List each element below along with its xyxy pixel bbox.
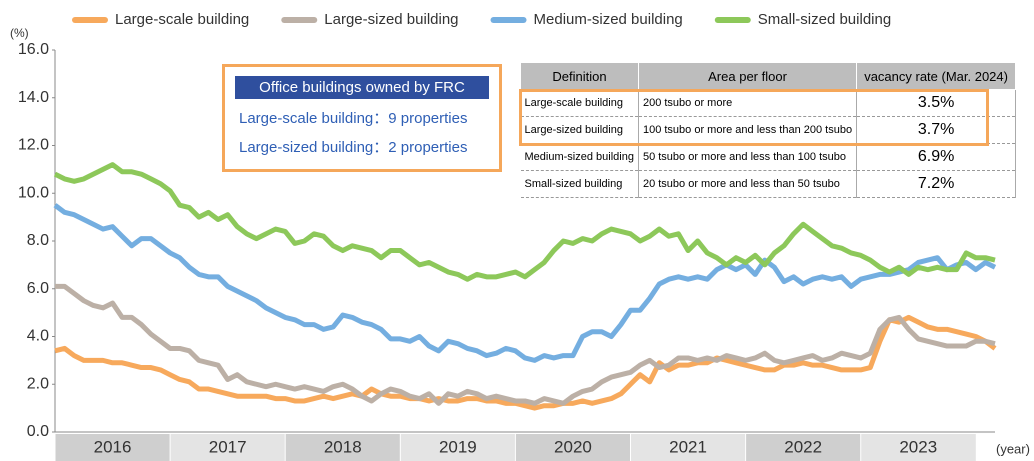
year-band xyxy=(860,434,976,461)
y-axis-label: (%) xyxy=(10,26,29,40)
x-axis-label: (year) xyxy=(996,441,1030,456)
legend-label: Large-scale building xyxy=(115,11,249,28)
table-cell: 200 tsubo or more xyxy=(638,89,858,117)
x-tick-label: 2016 xyxy=(94,437,132,456)
table-row: Small-sized building 20 tsubo or more and… xyxy=(520,170,1017,198)
year-band xyxy=(515,434,631,461)
callout-title: Office buildings owned by FRC xyxy=(235,76,489,99)
legend-label: Medium-sized building xyxy=(534,11,683,28)
legend-label: Small-sized building xyxy=(758,11,891,28)
y-tick-label: 16.0 xyxy=(18,41,49,58)
callout: Office buildings owned by FRC Large-scal… xyxy=(222,64,502,172)
series-line xyxy=(55,283,996,406)
table-row: Large-scale building 200 tsubo or more 3.5… xyxy=(520,89,1017,117)
table-cell: Large-sized building xyxy=(520,116,639,144)
table-cell: 100 tsubo or more and less than 200 tsub… xyxy=(638,116,858,144)
y-tick-label: 2.0 xyxy=(27,375,49,392)
column-header: Definition xyxy=(520,62,639,90)
x-tick-label: 2017 xyxy=(209,437,247,456)
year-band xyxy=(400,434,516,461)
table-cell: 7.2% xyxy=(856,170,1017,198)
x-tick-label: 2020 xyxy=(554,437,592,456)
table-row: Large-sized building 100 tsubo or more an… xyxy=(520,116,1017,144)
series-line xyxy=(54,314,997,411)
year-band xyxy=(630,434,746,461)
y-tick-label: 10.0 xyxy=(18,184,49,201)
x-tick-label: 2022 xyxy=(784,437,822,456)
y-tick-label: 4.0 xyxy=(27,328,49,345)
y-tick-label: 14.0 xyxy=(18,89,49,106)
y-tick-label: 8.0 xyxy=(27,232,49,249)
table-cell: Medium-sized building xyxy=(520,143,639,171)
table-cell: 3.5% xyxy=(856,89,1017,117)
table-cell: Small-sized building xyxy=(520,170,639,198)
x-tick-label: 2018 xyxy=(324,437,362,456)
callout-line: Large-scale building：9 properties xyxy=(239,110,468,127)
table-cell: 50 tsubo or more and less than 100 tsubo xyxy=(638,143,858,171)
year-band xyxy=(745,434,861,461)
y-tick-label: 12.0 xyxy=(18,137,49,154)
callout-line: Large-sized building：2 properties xyxy=(239,139,468,156)
year-band xyxy=(170,434,286,461)
table-cell: 6.9% xyxy=(856,143,1017,171)
x-tick-label: 2019 xyxy=(439,437,477,456)
legend-label: Large-sized building xyxy=(324,11,458,28)
table-cell: Large-scale building xyxy=(520,89,639,117)
table-row: Medium-sized building 50 tsubo or more an… xyxy=(520,143,1017,171)
table-cell: 3.7% xyxy=(856,116,1017,144)
series-line xyxy=(53,162,996,282)
table-cell: 20 tsubo or more and less than 50 tsubo xyxy=(638,170,858,198)
y-tick-label: 0.0 xyxy=(27,423,49,440)
column-header: vacancy rate (Mar. 2024) xyxy=(856,62,1017,90)
column-header: Area per floor xyxy=(637,62,858,90)
series-line xyxy=(53,203,997,363)
y-tick-label: 6.0 xyxy=(27,280,49,297)
year-band xyxy=(285,434,401,461)
definition-table: Definition Area per floor vacancy rate (Ma… xyxy=(520,62,1017,198)
x-tick-label: 2021 xyxy=(669,437,707,456)
year-band xyxy=(55,434,171,461)
table-header: Definition Area per floor vacancy rate (Ma… xyxy=(520,62,1017,90)
x-tick-label: 2023 xyxy=(899,437,937,456)
